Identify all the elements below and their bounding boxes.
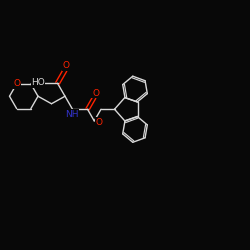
Text: O: O <box>13 80 20 88</box>
Text: O: O <box>92 88 99 98</box>
Text: HO: HO <box>31 78 45 87</box>
Text: O: O <box>95 118 102 127</box>
Text: O: O <box>63 61 70 70</box>
Text: NH: NH <box>65 110 79 119</box>
